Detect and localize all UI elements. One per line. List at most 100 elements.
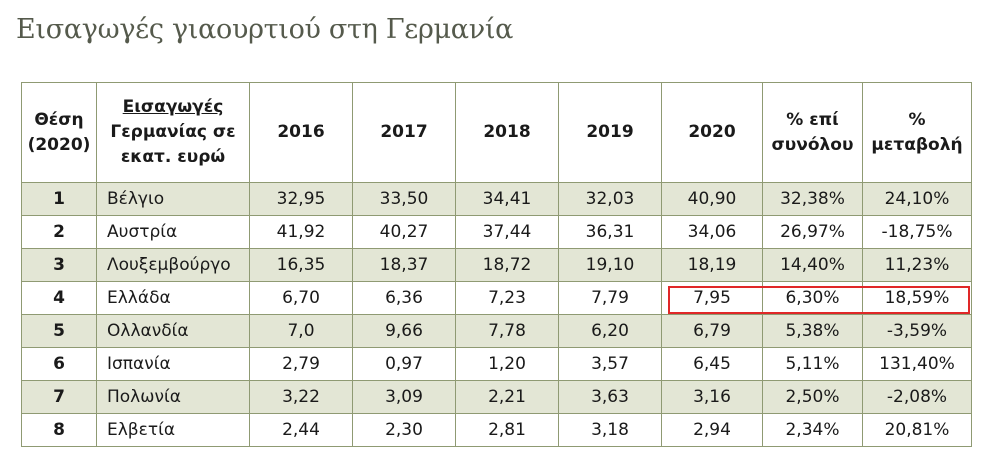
header-country-line1: Εισαγωγές [122, 97, 224, 117]
cell-y2018: 37,44 [455, 215, 559, 249]
cell-rank: 7 [21, 380, 97, 414]
cell-share: 2,50% [762, 380, 863, 414]
cell-y2018: 7,23 [455, 281, 559, 315]
header-change-line2: μεταβολή [871, 134, 963, 155]
cell-country: Αυστρία [96, 215, 250, 249]
cell-y2019: 3,18 [558, 413, 662, 447]
cell-change: 11,23% [862, 248, 972, 282]
cell-rank: 5 [21, 314, 97, 348]
cell-rank: 8 [21, 413, 97, 447]
cell-rank: 4 [21, 281, 97, 315]
cell-country: Ελβετία [96, 413, 250, 447]
cell-y2019: 6,20 [558, 314, 662, 348]
cell-change: 20,81% [862, 413, 972, 447]
cell-share: 6,30% [762, 281, 863, 315]
cell-y2020: 40,90 [661, 182, 763, 216]
cell-country: Ισπανία [96, 347, 250, 381]
header-country-line2: Γερμανίας σε [110, 122, 236, 142]
table-row: 4 Ελλάδα 6,70 6,36 7,23 7,79 7,95 6,30% 18,59% [21, 281, 972, 315]
cell-share: 2,34% [762, 413, 863, 447]
cell-y2020: 7,95 [661, 281, 763, 315]
table-row: 8 Ελβετία 2,44 2,30 2,81 3,18 2,94 2,34% 20,81% [21, 413, 972, 447]
header-country-line3: εκατ. ευρώ [120, 147, 226, 167]
cell-y2019: 32,03 [558, 182, 662, 216]
header-rank-line2: (2020) [27, 134, 91, 155]
cell-share: 26,97% [762, 215, 863, 249]
cell-change: -18,75% [862, 215, 972, 249]
cell-rank: 1 [21, 182, 97, 216]
cell-y2016: 6,70 [249, 281, 353, 315]
cell-y2016: 7,0 [249, 314, 353, 348]
cell-y2018: 7,78 [455, 314, 559, 348]
cell-y2016: 3,22 [249, 380, 353, 414]
header-change: % μεταβολή [862, 82, 972, 183]
cell-y2017: 2,30 [352, 413, 456, 447]
cell-share: 14,40% [762, 248, 863, 282]
cell-country: Βέλγιο [96, 182, 250, 216]
header-country: Εισαγωγές Γερμανίας σε εκατ. ευρώ [96, 82, 250, 183]
header-change-line1: % [908, 109, 926, 130]
cell-y2019: 7,79 [558, 281, 662, 315]
table-row: 2 Αυστρία 41,92 40,27 37,44 36,31 34,06 26,97% -… [21, 215, 972, 249]
imports-table: Θέση (2020) Εισαγωγές Γερμανίας σε εκατ.… [21, 82, 972, 447]
cell-y2020: 18,19 [661, 248, 763, 282]
table-row: 7 Πολωνία 3,22 3,09 2,21 3,63 3,16 2,50% -2,08% [21, 380, 972, 414]
cell-country: Ολλανδία [96, 314, 250, 348]
cell-y2020: 6,45 [661, 347, 763, 381]
cell-change: 131,40% [862, 347, 972, 381]
cell-y2017: 40,27 [352, 215, 456, 249]
cell-share: 5,11% [762, 347, 863, 381]
header-2019: 2019 [558, 82, 662, 183]
cell-y2017: 9,66 [352, 314, 456, 348]
cell-y2019: 3,63 [558, 380, 662, 414]
cell-y2017: 6,36 [352, 281, 456, 315]
cell-change: -3,59% [862, 314, 972, 348]
header-2017: 2017 [352, 82, 456, 183]
header-rank: Θέση (2020) [21, 82, 97, 183]
cell-y2018: 34,41 [455, 182, 559, 216]
cell-change: 24,10% [862, 182, 972, 216]
cell-y2019: 19,10 [558, 248, 662, 282]
cell-y2018: 18,72 [455, 248, 559, 282]
cell-y2020: 2,94 [661, 413, 763, 447]
cell-change: -2,08% [862, 380, 972, 414]
header-share-line1: % επί [786, 109, 839, 130]
header-2020: 2020 [661, 82, 763, 183]
cell-y2020: 3,16 [661, 380, 763, 414]
header-share-line2: συνόλου [771, 134, 854, 155]
cell-y2020: 34,06 [661, 215, 763, 249]
header-2018: 2018 [455, 82, 559, 183]
page-title: Εισαγωγές γιαουρτιού στη Γερμανία [16, 14, 514, 45]
cell-y2016: 16,35 [249, 248, 353, 282]
cell-y2018: 2,21 [455, 380, 559, 414]
header-row: Θέση (2020) Εισαγωγές Γερμανίας σε εκατ.… [21, 82, 972, 183]
cell-country: Λουξεμβούργο [96, 248, 250, 282]
cell-country: Πολωνία [96, 380, 250, 414]
header-rank-line1: Θέση [34, 109, 84, 130]
cell-y2018: 1,20 [455, 347, 559, 381]
cell-y2016: 32,95 [249, 182, 353, 216]
header-2016: 2016 [249, 82, 353, 183]
cell-rank: 3 [21, 248, 97, 282]
cell-change: 18,59% [862, 281, 972, 315]
cell-y2020: 6,79 [661, 314, 763, 348]
cell-y2017: 18,37 [352, 248, 456, 282]
cell-y2017: 33,50 [352, 182, 456, 216]
cell-y2017: 3,09 [352, 380, 456, 414]
table-row: 6 Ισπανία 2,79 0,97 1,20 3,57 6,45 5,11% 131,40% [21, 347, 972, 381]
cell-rank: 2 [21, 215, 97, 249]
table-row: 1 Βέλγιο 32,95 33,50 34,41 32,03 40,90 32,38% 24… [21, 182, 972, 216]
cell-y2016: 2,44 [249, 413, 353, 447]
cell-y2016: 2,79 [249, 347, 353, 381]
cell-share: 5,38% [762, 314, 863, 348]
table-row: 3 Λουξεμβούργο 16,35 18,37 18,72 19,10 18,19 14… [21, 248, 972, 282]
table-row: 5 Ολλανδία 7,0 9,66 7,78 6,20 6,79 5,38% -3,59% [21, 314, 972, 348]
cell-rank: 6 [21, 347, 97, 381]
cell-y2018: 2,81 [455, 413, 559, 447]
cell-y2019: 3,57 [558, 347, 662, 381]
cell-y2017: 0,97 [352, 347, 456, 381]
cell-y2019: 36,31 [558, 215, 662, 249]
cell-y2016: 41,92 [249, 215, 353, 249]
cell-country: Ελλάδα [96, 281, 250, 315]
cell-share: 32,38% [762, 182, 863, 216]
